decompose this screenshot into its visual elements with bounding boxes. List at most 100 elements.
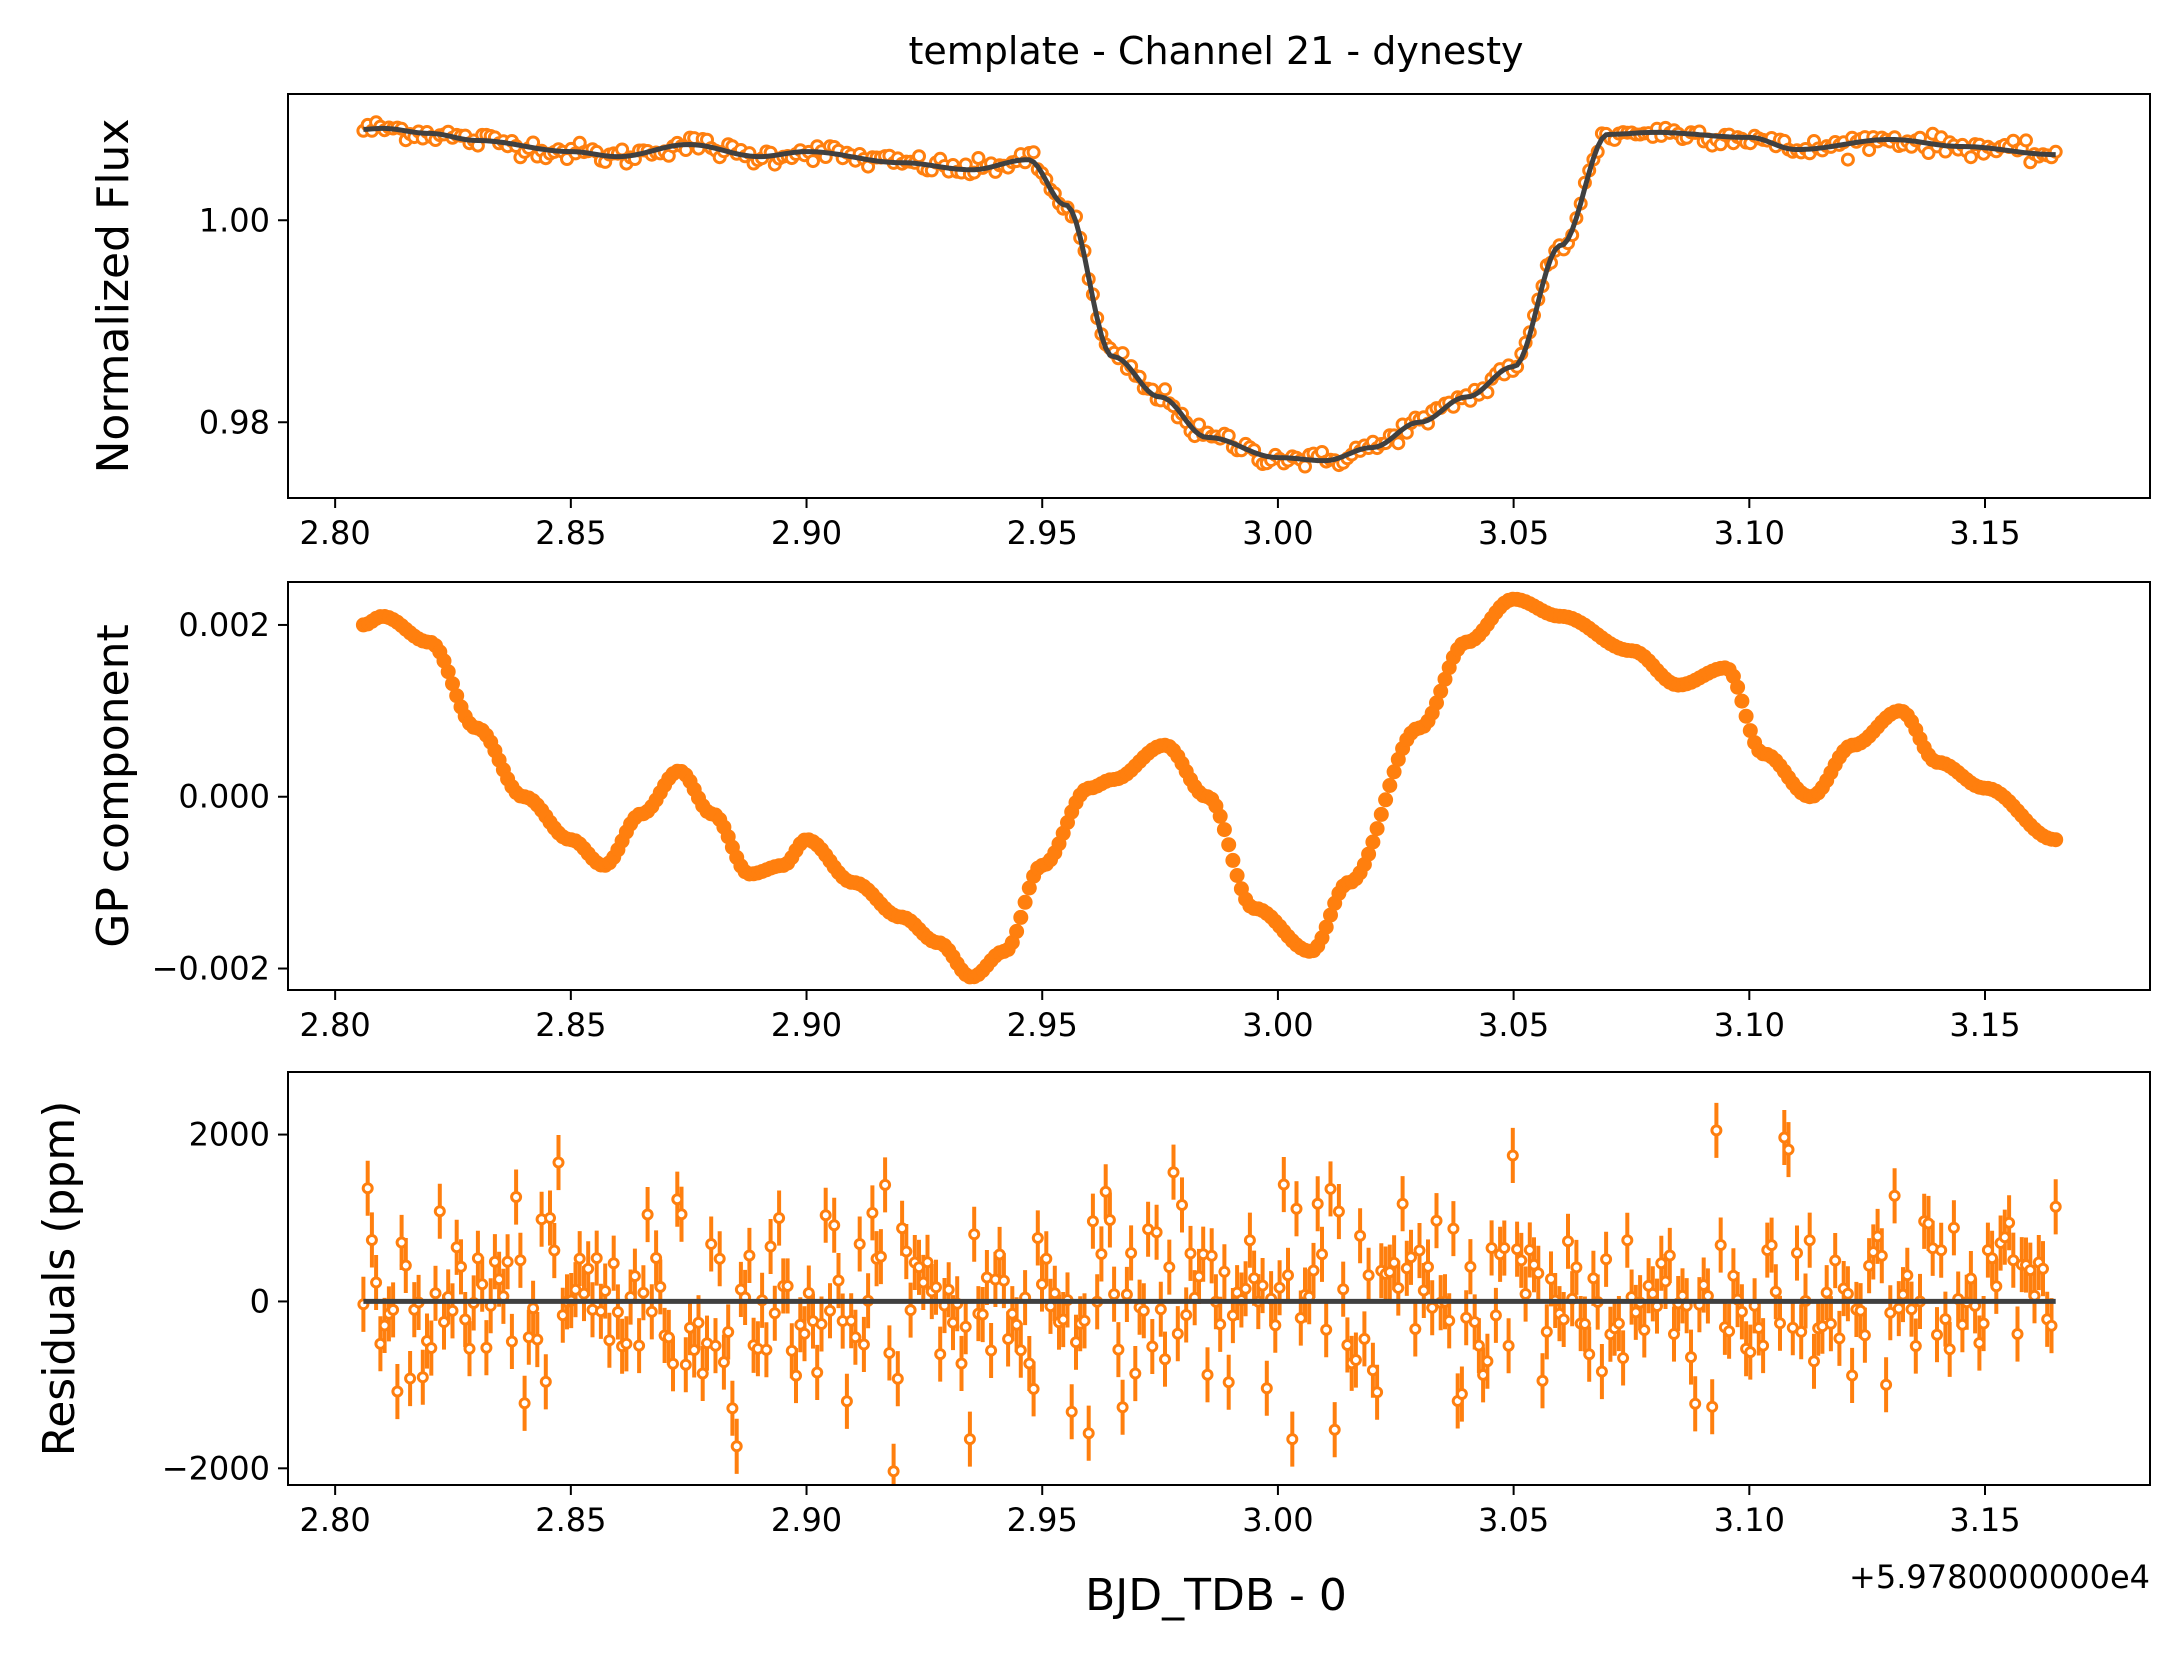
data-point: [505, 1335, 518, 1348]
data-point: [1697, 1279, 1710, 1291]
data-point: [1443, 1314, 1456, 1327]
data-point: [1176, 1199, 1188, 1211]
data-point: [1184, 1247, 1197, 1260]
data-point: [1193, 1270, 1205, 1283]
data-point: [2049, 1200, 2062, 1213]
data-point: [2003, 1216, 2016, 1229]
x-offset-label: +5.9780000000e4: [1849, 1558, 2150, 1596]
data-point: [1369, 821, 1385, 837]
data-point: [488, 1255, 501, 1268]
data-point: [722, 1326, 735, 1338]
data-point: [1659, 1275, 1672, 1288]
data-point: [1612, 1317, 1625, 1330]
data-point: [1099, 1185, 1112, 1198]
data-point: [573, 1252, 586, 1265]
data-point: [637, 1286, 650, 1299]
data-point: [1378, 792, 1394, 808]
data-point: [1040, 1252, 1053, 1265]
data-point: [942, 1283, 955, 1296]
data-point: [1803, 1234, 1816, 1247]
x-tick-label: 2.80: [300, 1501, 371, 1539]
data-point: [1392, 1282, 1405, 1294]
data-point: [1108, 1288, 1121, 1301]
data-point: [1998, 1231, 2011, 1244]
data-point: [1668, 1328, 1680, 1340]
data-point: [705, 1238, 718, 1250]
data-point: [1405, 1251, 1417, 1264]
data-point: [1769, 1285, 1782, 1298]
data-point: [1655, 1257, 1668, 1270]
data-point: [904, 1304, 917, 1317]
data-point: [662, 1331, 675, 1344]
data-point: [1036, 1278, 1048, 1291]
data-point: [1417, 1284, 1430, 1297]
data-point: [828, 1219, 841, 1232]
data-point: [480, 1341, 493, 1354]
data-point: [1986, 1252, 1999, 1265]
data-point: [1557, 1313, 1570, 1326]
data-point: [2048, 832, 2064, 848]
data-point: [463, 1342, 476, 1355]
data-point: [853, 1238, 866, 1250]
data-point: [1349, 1354, 1362, 1366]
data-point: [1290, 1202, 1303, 1215]
data-point: [1373, 806, 1389, 822]
data-point: [433, 1205, 446, 1218]
data-point: [471, 1252, 484, 1265]
data-point: [679, 1358, 692, 1371]
data-point: [1316, 1248, 1328, 1261]
data-point: [1256, 1279, 1269, 1292]
data-point: [416, 1371, 429, 1384]
data-point: [1663, 1249, 1676, 1262]
data-point: [2037, 1262, 2049, 1275]
data-point: [947, 1316, 959, 1329]
data-point: [1430, 1214, 1443, 1227]
data-point: [1840, 152, 1855, 167]
data-point: [1031, 1232, 1044, 1244]
data-point: [1383, 1266, 1396, 1279]
data-point: [993, 1248, 1006, 1261]
y-axis-label: Normalized Flux: [88, 119, 139, 474]
data-point: [1103, 1214, 1116, 1226]
data-point: [1078, 1314, 1091, 1327]
data-point: [1277, 1178, 1290, 1191]
data-point: [1239, 1282, 1252, 1295]
data-point: [917, 1276, 930, 1289]
data-point: [404, 1372, 417, 1385]
data-point: [1400, 1262, 1413, 1275]
x-tick-label: 3.10: [1714, 1501, 1785, 1539]
x-tick-label: 3.00: [1242, 514, 1313, 552]
data-point: [1841, 1287, 1854, 1300]
data-point: [1871, 1230, 1884, 1243]
data-point: [501, 1255, 514, 1268]
data-point: [590, 1252, 603, 1265]
data-point: [1354, 1229, 1367, 1242]
data-point: [1523, 1244, 1536, 1256]
data-point: [1723, 1325, 1736, 1338]
data-point: [1082, 1427, 1095, 1440]
data-point: [450, 1241, 463, 1254]
data-point: [1485, 1242, 1498, 1254]
data-point: [743, 1249, 756, 1262]
x-tick-label: 2.80: [300, 1006, 371, 1044]
data-point: [1328, 1423, 1341, 1436]
data-point: [688, 1344, 701, 1356]
data-point: [1212, 808, 1228, 824]
data-point: [1382, 778, 1398, 793]
data-point: [985, 1344, 998, 1357]
data-point: [1222, 1376, 1235, 1389]
y-tick-label: −2000: [162, 1449, 270, 1487]
data-point: [798, 1327, 811, 1340]
data-point: [1939, 1313, 1952, 1326]
data-point: [1791, 1247, 1803, 1259]
x-tick-label: 2.95: [1007, 1501, 1078, 1539]
data-point: [1875, 1249, 1888, 1262]
data-point: [518, 1397, 531, 1410]
data-point: [1116, 1401, 1129, 1414]
data-point: [1738, 708, 1754, 724]
x-axis-label: BJD_TDB - 0: [1085, 1570, 1347, 1621]
data-point: [552, 1156, 565, 1169]
data-point: [1820, 1286, 1833, 1299]
data-point: [544, 1212, 556, 1224]
data-point: [1341, 1339, 1354, 1351]
